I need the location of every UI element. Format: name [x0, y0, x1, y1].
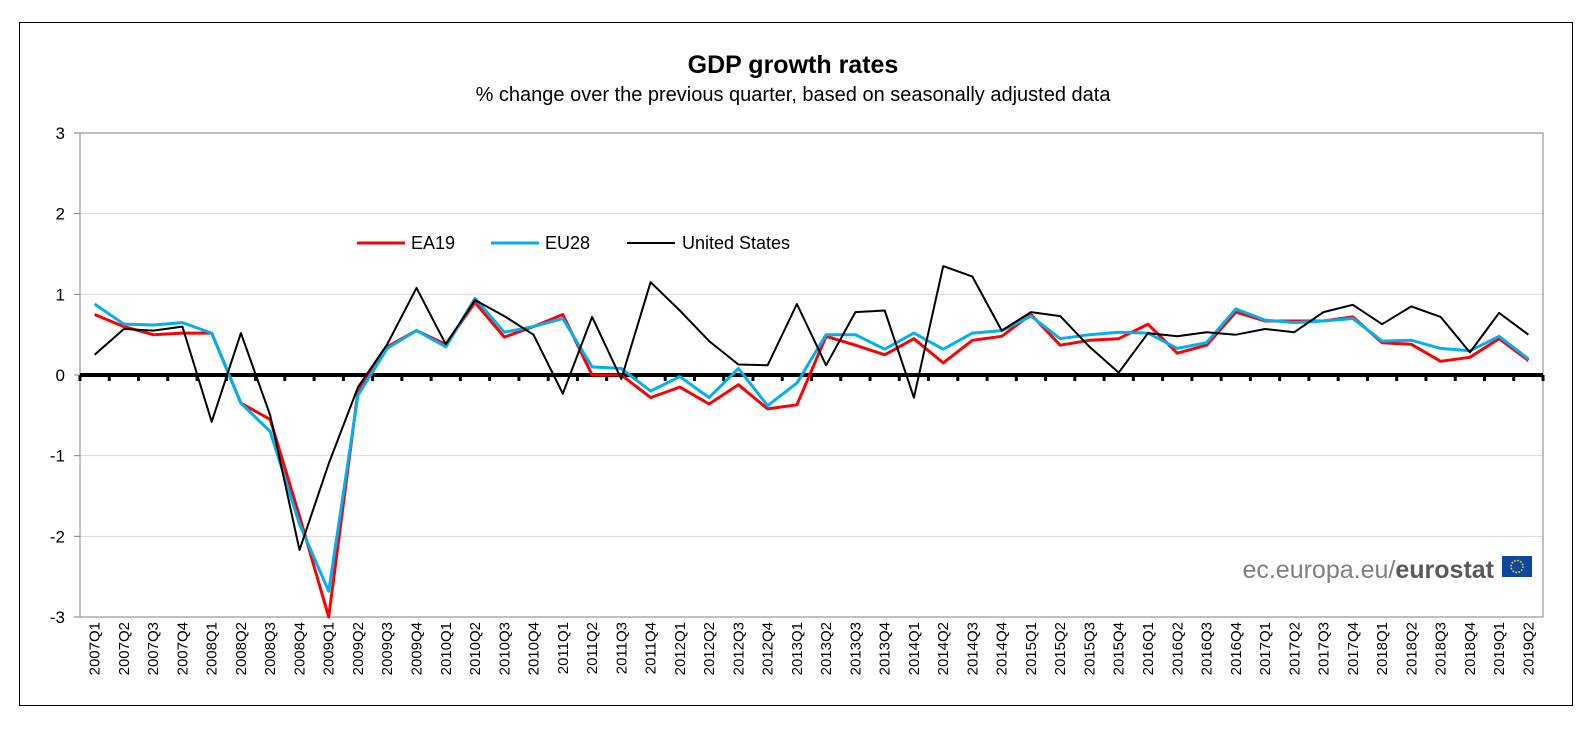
x-tick-label: 2009Q1 [321, 622, 338, 675]
legend-label-ea19: EA19 [411, 233, 455, 253]
x-tick-label: 2017Q1 [1257, 622, 1274, 675]
x-tick-label: 2018Q1 [1374, 622, 1391, 675]
x-tick-label: 2012Q4 [760, 622, 777, 675]
x-tick-label: 2007Q2 [116, 622, 133, 675]
x-tick-label: 2010Q3 [496, 622, 513, 675]
x-tick-label: 2016Q4 [1228, 622, 1245, 675]
x-tick-label: 2012Q2 [701, 622, 718, 675]
series-line-eu28 [93, 296, 1530, 593]
x-tick-label: 2015Q2 [1052, 622, 1069, 675]
x-tick-label: 2009Q2 [350, 622, 367, 675]
legend-label-eu28: EU28 [545, 233, 590, 253]
x-axis: 2007Q1 2007Q2 2007Q3 2007Q4 2008Q1 2008Q2 2008… [87, 622, 1538, 675]
x-tick-label: 2017Q4 [1345, 622, 1362, 675]
x-tick-label: 2007Q1 [87, 622, 104, 675]
x-tick-label: 2012Q1 [672, 622, 689, 675]
x-tick-label: 2011Q1 [555, 622, 572, 674]
x-tick-label: 2007Q3 [145, 622, 162, 675]
x-tick-label: 2018Q3 [1433, 622, 1450, 675]
x-tick-label: 2017Q2 [1286, 622, 1303, 675]
x-tick-label: 2018Q4 [1462, 622, 1479, 675]
chart-frame [19, 22, 1573, 706]
y-tick-label: 2 [56, 205, 65, 224]
x-tick-label: 2017Q3 [1316, 622, 1333, 675]
chart-title: GDP growth rates [688, 51, 899, 79]
x-tick-label: 2008Q1 [204, 622, 221, 675]
x-tick-label: 2010Q2 [467, 622, 484, 675]
eurostat-logo-text: ec.europa.eu/eurostat [1242, 556, 1494, 584]
x-tick-label: 2009Q4 [408, 622, 425, 675]
legend: EA19 EU28 United States [357, 233, 790, 253]
x-tick-label: 2013Q1 [789, 622, 806, 675]
x-tick-label: 2010Q4 [526, 622, 543, 675]
x-tick-label: 2015Q1 [1023, 622, 1040, 675]
x-tick-label: 2014Q1 [906, 622, 923, 675]
x-tick-label: 2016Q3 [1199, 622, 1216, 675]
eurostat-branding: ec.europa.eu/eurostat [1242, 556, 1532, 584]
brand-name: eurostat [1395, 556, 1494, 584]
x-tick-label: 2015Q4 [1111, 622, 1128, 675]
x-tick-label: 2012Q3 [730, 622, 747, 675]
x-tick-label: 2019Q2 [1520, 622, 1537, 675]
legend-label-us: United States [682, 233, 790, 253]
x-tick-label: 2015Q3 [1081, 622, 1098, 675]
y-tick-label: 3 [56, 124, 65, 143]
x-tick-label: 2010Q1 [438, 622, 455, 675]
x-tick-label: 2011Q2 [584, 622, 601, 674]
chart-subtitle: % change over the previous quarter, base… [476, 84, 1112, 106]
y-tick-label: -1 [50, 447, 65, 466]
x-tick-label: 2019Q1 [1491, 622, 1508, 675]
x-tick-label: 2008Q4 [291, 622, 308, 675]
eu-flag-icon [1502, 556, 1532, 577]
y-tick-label: 0 [56, 366, 65, 385]
y-tick-label: 1 [56, 285, 65, 304]
x-tick-label: 2016Q2 [1169, 622, 1186, 675]
x-tick-label: 2016Q1 [1140, 622, 1157, 675]
series-lines [93, 265, 1530, 619]
series-line-united-states [93, 265, 1529, 551]
x-tick-label: 2011Q4 [643, 622, 660, 674]
x-tick-label: 2018Q2 [1403, 622, 1420, 675]
x-tick-label: 2008Q2 [233, 622, 250, 675]
zero-axis [78, 373, 1545, 381]
x-tick-label: 2014Q3 [964, 622, 981, 675]
x-tick-label: 2011Q3 [613, 622, 630, 674]
y-axis: 3 2 1 0 -1 -2 -3 [50, 124, 80, 627]
x-tick-label: 2013Q4 [877, 622, 894, 675]
x-tick-label: 2009Q3 [379, 622, 396, 675]
x-tick-label: 2007Q4 [174, 622, 191, 675]
brand-site: ec.europa.eu/ [1242, 556, 1395, 584]
y-tick-label: -2 [50, 527, 65, 546]
x-tick-label: 2013Q3 [847, 622, 864, 675]
x-tick-label: 2014Q4 [994, 622, 1011, 675]
x-tick-label: 2013Q2 [818, 622, 835, 675]
y-tick-label: -3 [50, 608, 65, 627]
x-tick-label: 2008Q3 [262, 622, 279, 675]
x-tick-label: 2014Q2 [935, 622, 952, 675]
